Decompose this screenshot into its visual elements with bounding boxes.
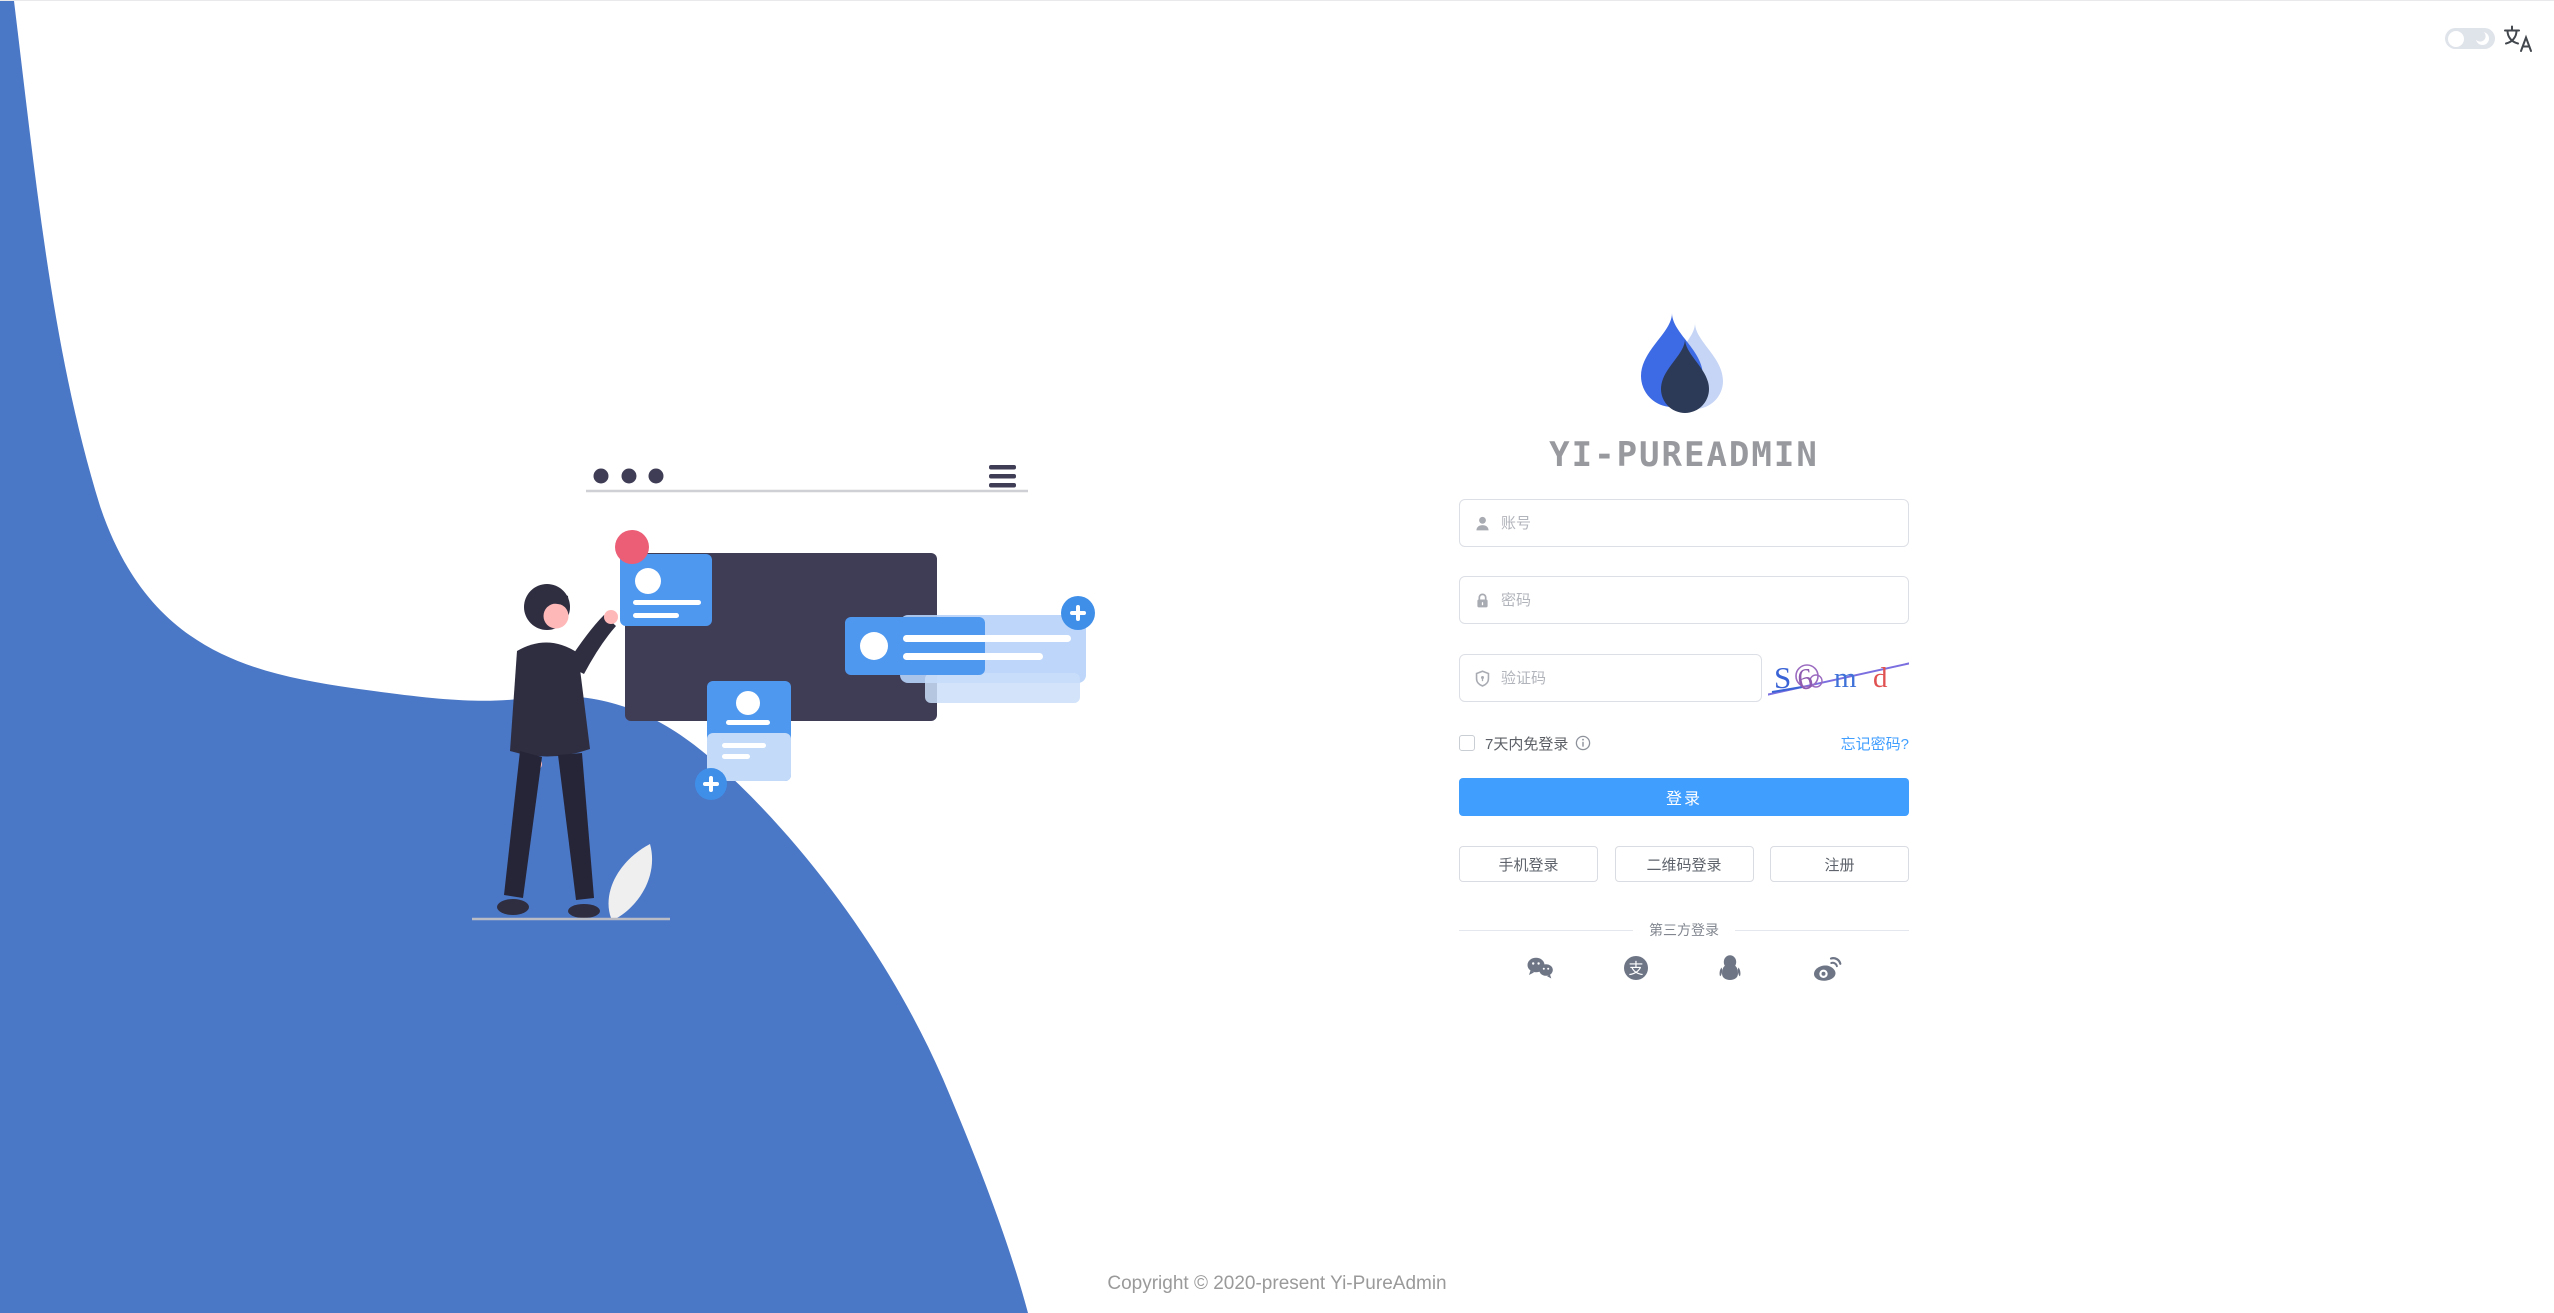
page-title: YI-PUREADMIN: [1549, 435, 1819, 475]
person-figure: [497, 584, 618, 918]
toggle-knob: [2448, 30, 2464, 47]
card-right: [845, 596, 1095, 703]
qq-icon[interactable]: [1717, 954, 1743, 981]
password-input[interactable]: [1501, 591, 1894, 609]
login-button[interactable]: 登录: [1459, 778, 1909, 816]
qr-login-button[interactable]: 二维码登录: [1614, 846, 1754, 882]
weibo-icon[interactable]: [1812, 955, 1842, 981]
card-bottom: [695, 681, 791, 800]
alipay-icon[interactable]: 支: [1623, 955, 1649, 981]
captcha-char: m: [1834, 662, 1857, 694]
captcha-image[interactable]: S 6 m d: [1768, 654, 1909, 702]
remember-row: 7天内免登录 忘记密码?: [1459, 732, 1909, 754]
background-curve-shape: [0, 1, 1028, 1313]
captcha-char: 6: [1795, 662, 1814, 697]
hamburger-menu-icon: [989, 465, 1016, 488]
third-party-divider: 第三方登录: [1459, 921, 1909, 939]
divider-line: [1459, 929, 1633, 931]
captcha-field[interactable]: [1459, 654, 1762, 702]
divider-line: [1735, 929, 1909, 931]
plus-badge-icon: [695, 768, 727, 800]
account-input[interactable]: [1501, 514, 1894, 532]
browser-dots-icon: [593, 468, 664, 484]
copyright-text: Copyright © 2020-present Yi-PureAdmin: [1107, 1273, 1447, 1294]
translate-language-icon[interactable]: [2502, 24, 2534, 54]
forgot-password-link[interactable]: 忘记密码?: [1840, 735, 1909, 753]
password-field[interactable]: [1459, 576, 1909, 624]
theme-toggle[interactable]: [2445, 28, 2495, 49]
info-icon[interactable]: [1575, 735, 1591, 751]
moon-icon: [2474, 30, 2490, 46]
remember-checkbox[interactable]: [1459, 735, 1475, 751]
wechat-icon[interactable]: [1526, 955, 1554, 981]
plus-badge-icon: [1061, 596, 1095, 630]
register-button[interactable]: 注册: [1770, 846, 1909, 882]
captcha-char: S: [1774, 660, 1791, 695]
captcha-char: d: [1873, 662, 1888, 694]
pink-dot: [615, 530, 649, 564]
social-login-row: 支: [1526, 954, 1842, 981]
leaf: [608, 844, 653, 918]
account-field[interactable]: [1459, 499, 1909, 547]
lock-icon: [1477, 593, 1488, 607]
divider-label: 第三方登录: [1649, 922, 1719, 938]
user-icon: [1476, 516, 1489, 530]
remember-label: 7天内免登录: [1485, 735, 1569, 753]
shield-icon: [1475, 669, 1490, 687]
captcha-input[interactable]: [1501, 669, 1747, 687]
svg-text:支: 支: [1628, 960, 1643, 977]
phone-login-button[interactable]: 手机登录: [1459, 846, 1598, 882]
card-top-left: [615, 530, 712, 626]
alt-login-row: 手机登录 二维码登录 注册: [1459, 846, 1909, 882]
double-waterdrop-logo: [1641, 313, 1723, 413]
